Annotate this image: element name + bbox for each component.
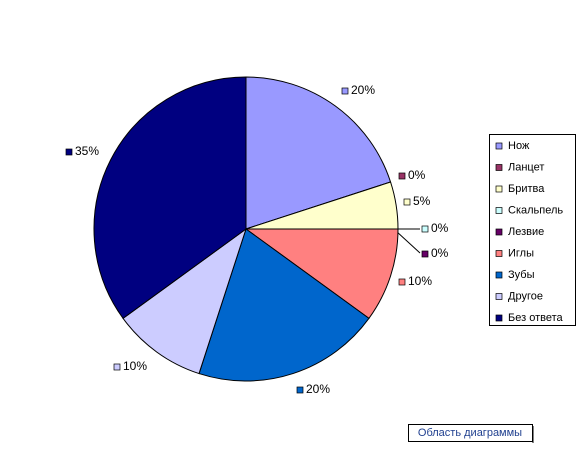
legend-label: Нож — [508, 140, 530, 152]
data-label: 20% — [351, 83, 375, 97]
data-label: 0% — [431, 246, 449, 260]
leader-line — [395, 230, 421, 254]
legend-marker — [495, 314, 503, 322]
legend-label: Лезвие — [508, 226, 544, 238]
legend-label: Иглы — [508, 247, 534, 259]
label-marker — [113, 363, 121, 371]
data-label: 10% — [408, 274, 432, 288]
label-marker — [398, 172, 406, 180]
label-marker — [421, 250, 429, 258]
legend-label: Бритва — [508, 183, 545, 195]
legend-label: Другое — [508, 290, 543, 302]
legend-marker — [495, 250, 503, 257]
legend-label: Зубы — [508, 269, 535, 281]
data-label: 5% — [413, 194, 431, 208]
legend-marker — [495, 293, 503, 300]
label-marker — [341, 87, 349, 95]
legend-marker — [495, 164, 503, 171]
data-label: 35% — [75, 144, 99, 158]
label-marker — [421, 225, 429, 233]
legend-label: Скальпель — [508, 204, 563, 216]
label-marker — [403, 198, 411, 206]
data-label: 0% — [431, 221, 449, 235]
legend-marker — [495, 271, 503, 279]
legend-marker — [495, 207, 503, 214]
legend-marker — [495, 185, 503, 193]
pie-slice — [244, 228, 399, 320]
legend-label: Без ответа — [508, 312, 563, 324]
label-marker — [296, 386, 304, 394]
data-label: 10% — [123, 359, 147, 373]
legend-marker — [495, 142, 503, 150]
pie-slice — [93, 76, 247, 320]
data-label: 0% — [408, 168, 426, 182]
pie-slice — [198, 228, 370, 382]
legend-marker — [495, 228, 503, 236]
label-marker — [65, 148, 73, 156]
tooltip: Область диаграммы — [418, 427, 522, 439]
data-label: 20% — [306, 382, 330, 396]
label-marker — [398, 278, 406, 286]
pie-slice — [122, 227, 247, 375]
pie-slice — [245, 76, 392, 230]
legend-box — [489, 134, 576, 326]
legend-label: Ланцет — [508, 161, 544, 173]
